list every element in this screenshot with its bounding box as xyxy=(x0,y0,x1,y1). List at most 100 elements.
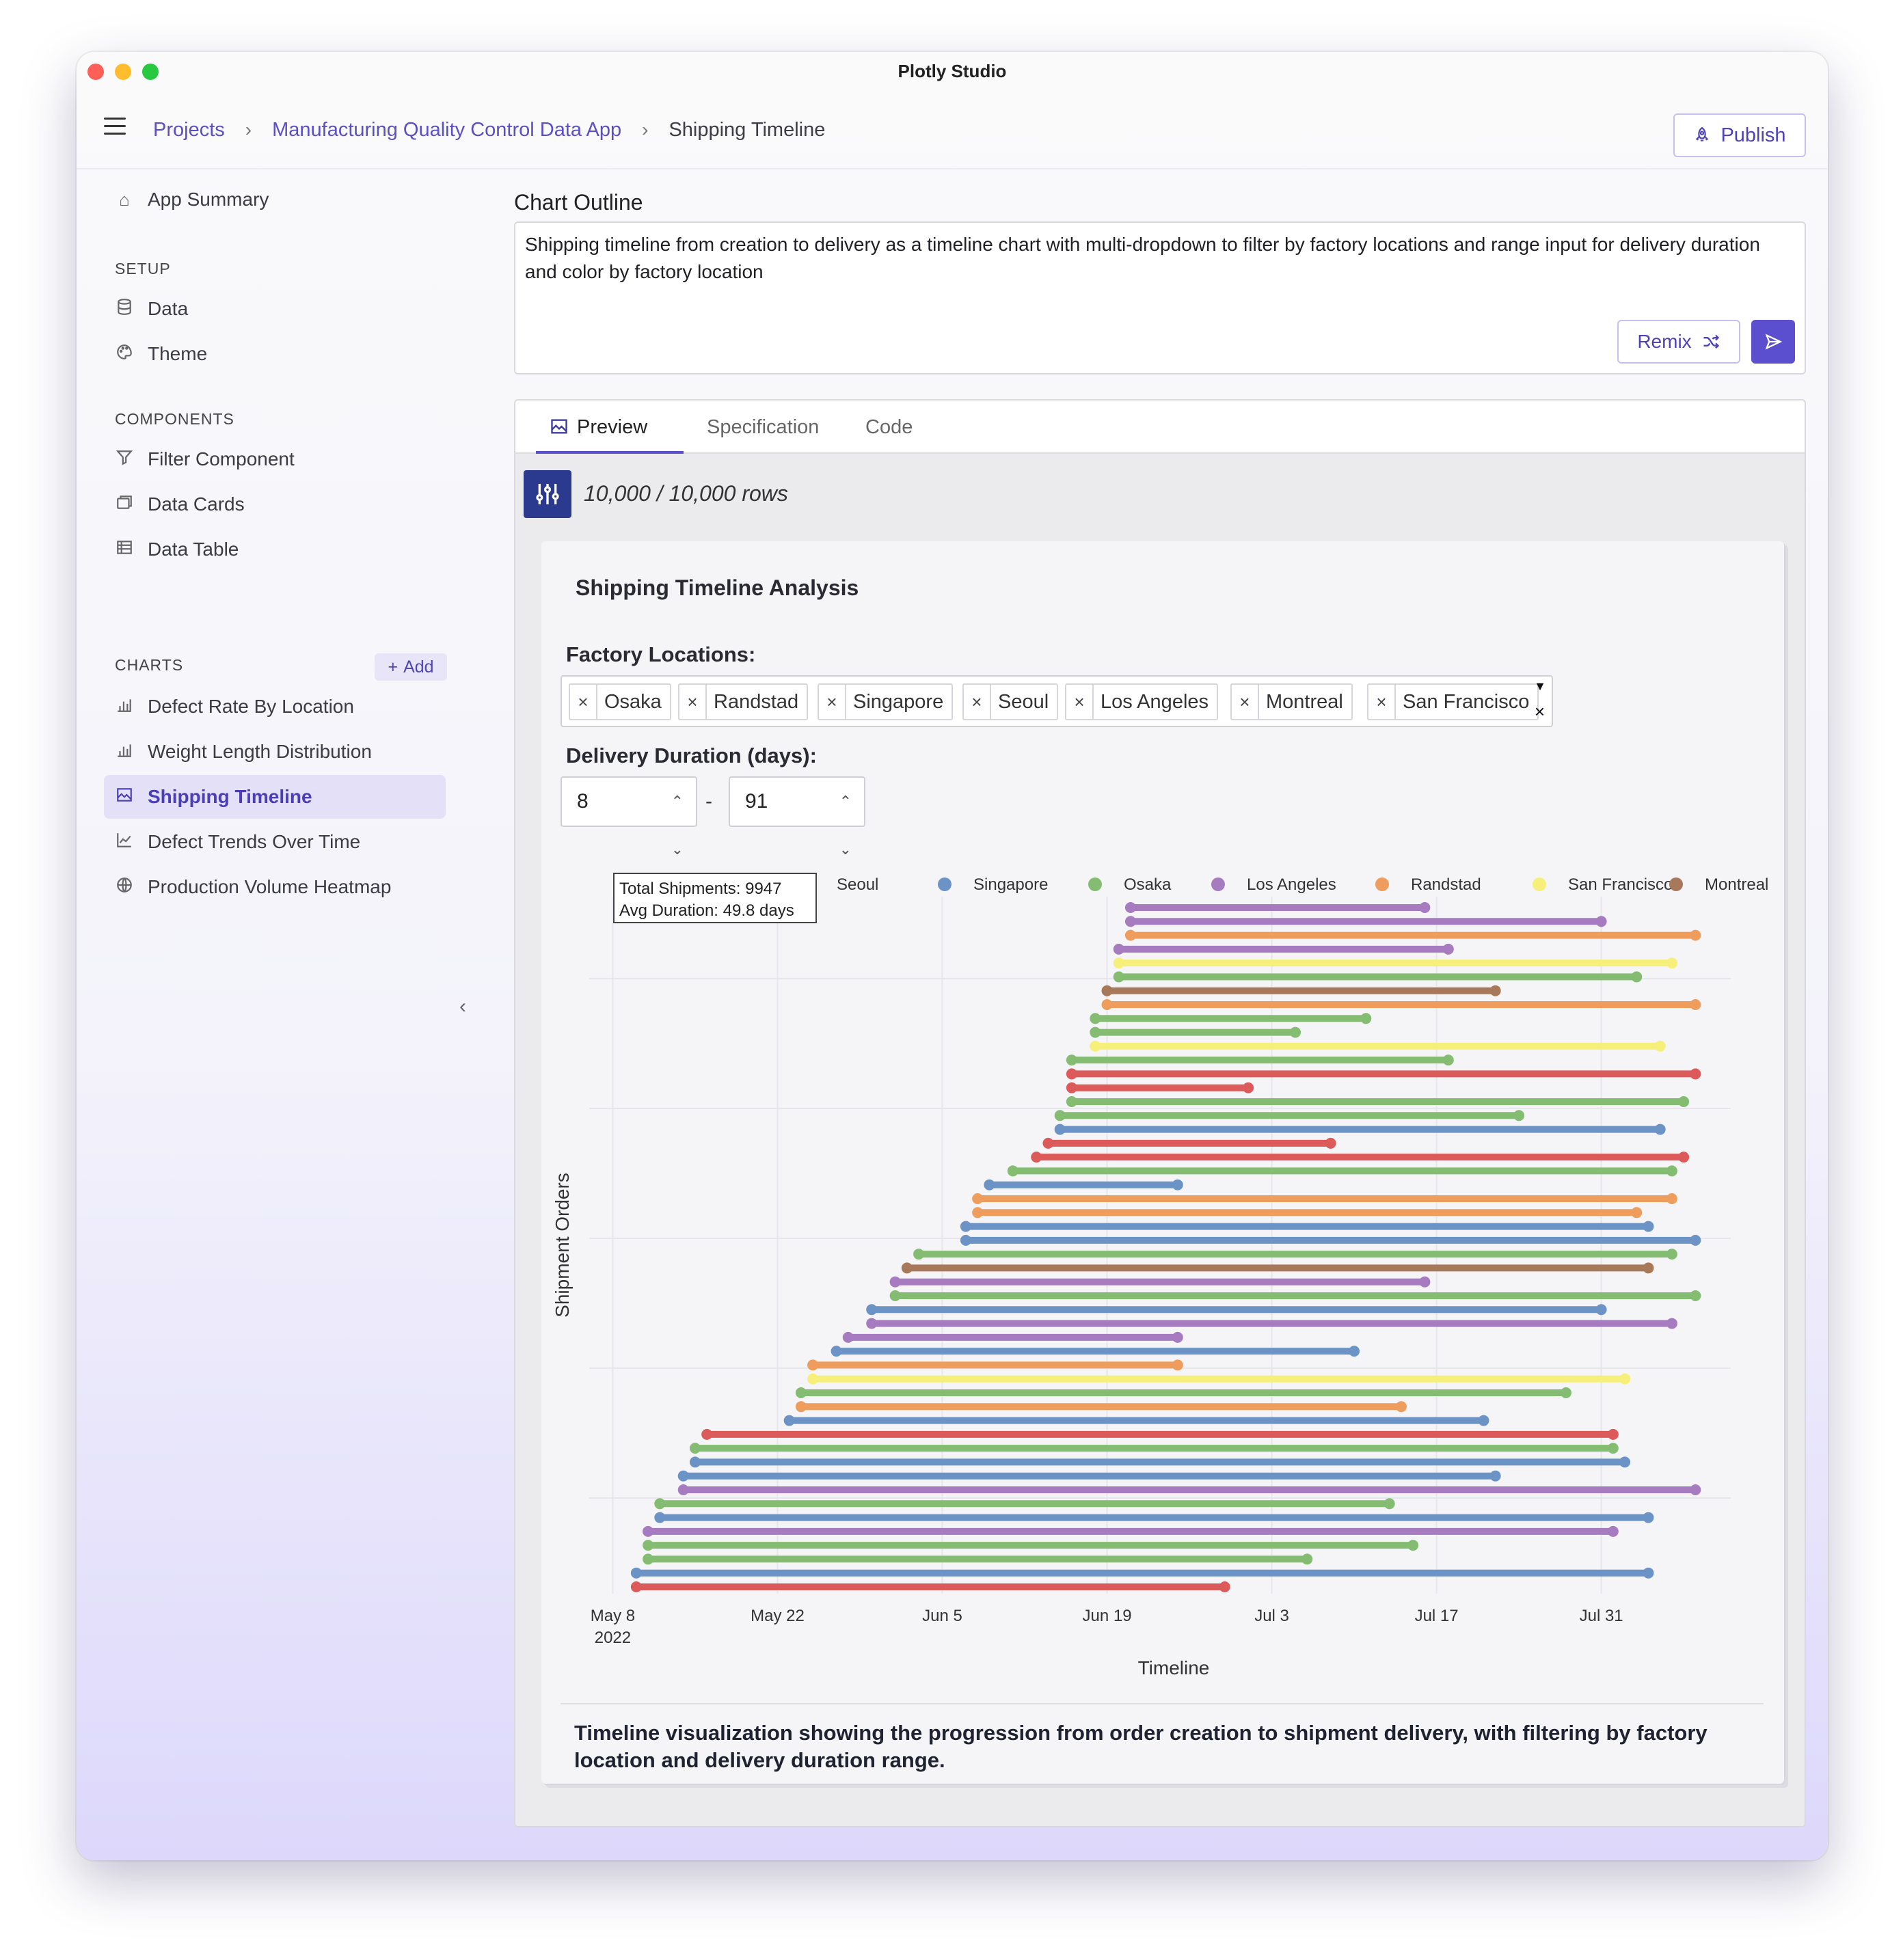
legend-marker xyxy=(1669,877,1683,891)
duration-max-value: 91 xyxy=(745,790,768,813)
menu-icon[interactable] xyxy=(104,118,126,135)
timeline-start-point xyxy=(831,1346,842,1357)
sidebar-item-app-summary[interactable]: ⌂ App Summary xyxy=(104,178,446,221)
timeline-end-point xyxy=(1619,1456,1631,1468)
timeline-end-point xyxy=(1360,1013,1372,1024)
plus-icon: + xyxy=(388,657,399,677)
bar-chart-icon xyxy=(115,741,134,763)
sidebar-item-defect-trends[interactable]: Defect Trends Over Time xyxy=(104,820,446,864)
sidebar-item-label: Production Volume Heatmap xyxy=(148,876,392,897)
timeline-end-point xyxy=(1289,1026,1301,1038)
sidebar-item-shipping-timeline[interactable]: Shipping Timeline xyxy=(104,775,446,819)
breadcrumb-app[interactable]: Manufacturing Quality Control Data App xyxy=(272,118,622,141)
timeline-end-point xyxy=(1172,1331,1183,1343)
remove-chip-icon[interactable]: × xyxy=(679,685,707,719)
app-window: Plotly Studio Projects › Manufacturing Q… xyxy=(77,52,1828,1860)
publish-button[interactable]: Publish xyxy=(1673,113,1806,157)
sidebar-item-theme[interactable]: Theme xyxy=(104,332,446,376)
timeline-start-point xyxy=(654,1498,666,1510)
chip-montreal: × Montreal xyxy=(1230,683,1353,720)
add-label: Add xyxy=(403,657,434,677)
sidebar-item-defect-rate[interactable]: Defect Rate By Location xyxy=(104,685,446,729)
stepper-icon[interactable]: ⌃ ⌄ xyxy=(839,793,852,858)
timeline-end-point xyxy=(1607,1525,1619,1537)
timeline-start-point xyxy=(1042,1137,1054,1149)
remove-chip-icon[interactable]: × xyxy=(964,685,991,719)
image-chart-icon xyxy=(115,786,134,808)
tab-preview[interactable]: Preview xyxy=(536,400,684,454)
chart-card: Shipping Timeline Analysis Factory Locat… xyxy=(541,541,1784,1784)
remix-label: Remix xyxy=(1637,331,1692,352)
chart-outline-input[interactable]: Shipping timeline from creation to deliv… xyxy=(514,221,1806,375)
row-count: 10,000 / 10,000 rows xyxy=(584,481,788,506)
sidebar: ⌂ App Summary SETUP Data Theme COMPONENT… xyxy=(104,169,459,1810)
timeline-start-point xyxy=(1090,1040,1101,1052)
components-heading: COMPONENTS xyxy=(115,410,234,428)
remove-chip-icon[interactable]: × xyxy=(819,685,846,719)
remove-chip-icon[interactable]: × xyxy=(1232,685,1259,719)
timeline-end-point xyxy=(1631,1207,1643,1219)
chip-seoul: × Seoul xyxy=(962,683,1059,720)
sidebar-item-weight-length[interactable]: Weight Length Distribution xyxy=(104,730,446,774)
add-chart-button[interactable]: + Add xyxy=(375,653,447,681)
collapse-sidebar-icon[interactable]: ‹ xyxy=(459,995,466,1018)
x-axis-title: Timeline xyxy=(1138,1657,1210,1678)
timeline-end-point xyxy=(1666,1318,1677,1329)
timeline-end-point xyxy=(1666,957,1677,969)
close-window-button[interactable] xyxy=(87,64,104,80)
sidebar-item-filter-component[interactable]: Filter Component xyxy=(104,437,446,481)
preview-panel: Preview Specification Code 10,000 / 10,0… xyxy=(514,399,1806,1827)
table-icon xyxy=(115,539,134,561)
chip-randstad: × Randstad xyxy=(678,683,809,720)
minimize-window-button[interactable] xyxy=(115,64,131,80)
clear-all-icon[interactable]: × xyxy=(1534,701,1545,722)
timeline-end-point xyxy=(1595,916,1607,927)
x-tick-label: May 22 xyxy=(751,1607,805,1625)
remove-chip-icon[interactable]: × xyxy=(1368,685,1396,719)
timeline-end-point xyxy=(1419,902,1431,913)
timeline-end-point xyxy=(1643,1512,1654,1523)
line-chart-icon xyxy=(115,831,134,854)
duration-min-input[interactable]: 8 ⌃ ⌄ xyxy=(561,776,697,858)
stepper-icon[interactable]: ⌃ ⌄ xyxy=(671,793,684,858)
timeline-start-point xyxy=(901,1262,913,1274)
timeline-end-point xyxy=(1643,1262,1654,1274)
sidebar-item-label: Theme xyxy=(148,343,208,364)
timeline-end-point xyxy=(1384,1498,1395,1510)
sidebar-item-production-heatmap[interactable]: Production Volume Heatmap xyxy=(104,865,446,909)
shipping-timeline-chart[interactable]: May 8 May 22 Jun 5 Jun 19 Jul 3 Jul 17 Jul 31 2… xyxy=(548,856,1772,1696)
tab-code[interactable]: Code xyxy=(865,416,913,438)
factory-multiselect[interactable]: × Osaka × Randstad × Singapore × Seoul × Los … xyxy=(561,675,1553,727)
home-icon: ⌂ xyxy=(119,189,130,210)
legend-marker xyxy=(938,877,951,891)
timeline-end-point xyxy=(1560,1387,1571,1398)
sidebar-item-label: App Summary xyxy=(148,189,269,210)
timeline-start-point xyxy=(643,1540,654,1551)
chart-outline-text[interactable]: Shipping timeline from creation to deliv… xyxy=(525,234,1760,282)
tab-label: Preview xyxy=(577,416,648,438)
rocket-icon xyxy=(1696,126,1709,141)
zoom-window-button[interactable] xyxy=(142,64,159,80)
breadcrumb-projects[interactable]: Projects xyxy=(153,118,225,141)
duration-max-input[interactable]: 91 ⌃ ⌄ xyxy=(729,776,865,858)
timeline-start-point xyxy=(689,1456,701,1468)
dropdown-caret-icon[interactable]: ▼ xyxy=(1534,679,1546,693)
sidebar-item-data-cards[interactable]: Data Cards xyxy=(104,482,446,526)
remove-chip-icon[interactable]: × xyxy=(1066,685,1094,719)
chip-osaka: × Osaka xyxy=(569,683,671,720)
x-tick-label: Jun 5 xyxy=(922,1607,962,1625)
timeline-start-point xyxy=(1113,957,1124,969)
sidebar-item-data-table[interactable]: Data Table xyxy=(104,528,446,571)
chip-label: San Francisco xyxy=(1403,690,1530,713)
remove-chip-icon[interactable]: × xyxy=(570,685,597,719)
timeline-end-point xyxy=(1690,1234,1701,1246)
remix-button[interactable]: Remix xyxy=(1617,320,1740,364)
send-button[interactable] xyxy=(1751,320,1795,364)
timeline-start-point xyxy=(1090,1013,1101,1024)
sliders-icon[interactable] xyxy=(524,470,571,518)
timeline-start-point xyxy=(677,1484,689,1495)
timeline-start-point xyxy=(1054,1124,1066,1135)
tab-specification[interactable]: Specification xyxy=(707,416,820,438)
sidebar-item-data[interactable]: Data xyxy=(104,287,446,331)
timeline-end-point xyxy=(1595,1304,1607,1316)
